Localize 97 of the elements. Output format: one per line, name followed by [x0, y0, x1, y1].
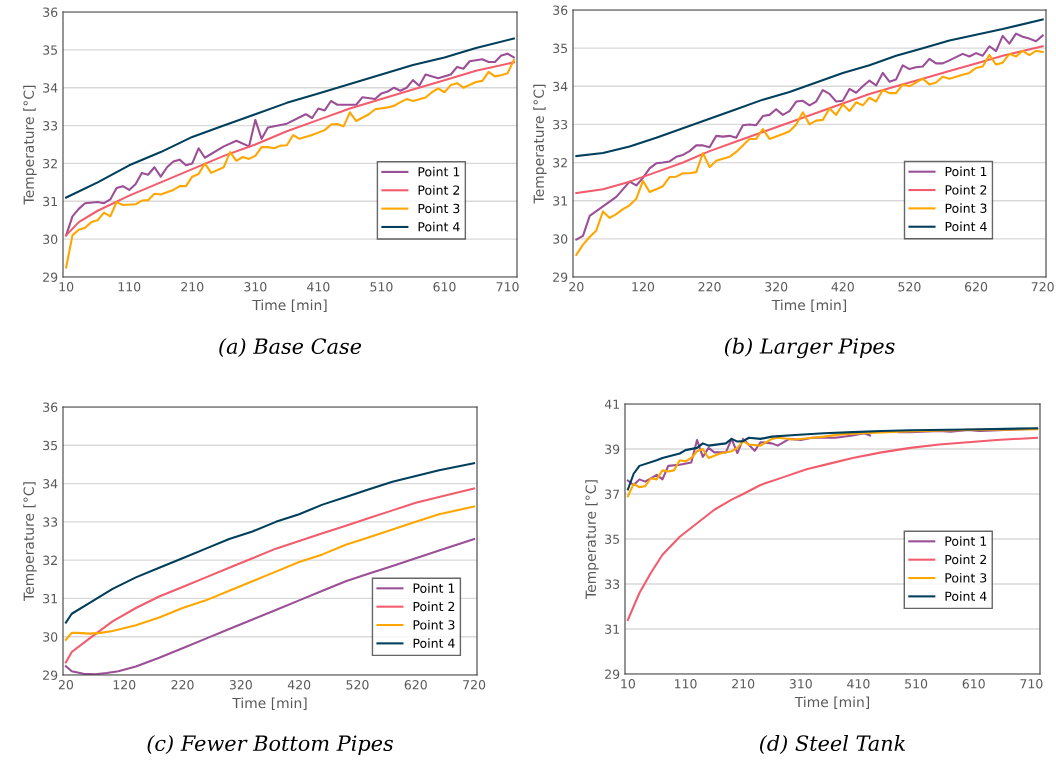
- legend-label: Point 3: [945, 203, 987, 213]
- legend-label: Point 4: [945, 221, 987, 232]
- y-tick-label: 30: [43, 632, 58, 642]
- text: (b) Larger Pipes: [724, 337, 895, 359]
- y-tick-label: 36: [553, 5, 568, 15]
- line-series: [65, 59, 515, 269]
- legend-label: Point 1: [945, 536, 987, 546]
- line-series: [575, 45, 1044, 195]
- line-series: [64, 487, 476, 664]
- legend-label: Point 1: [418, 166, 460, 177]
- y-tick-label: 30: [43, 234, 58, 245]
- x-tick-label: 510: [370, 282, 393, 292]
- x-tick-label: 520: [898, 282, 921, 292]
- y-tick-label: 31: [43, 593, 57, 604]
- y-tick-label: 33: [605, 579, 620, 589]
- y-tick-label: 31: [43, 196, 57, 207]
- y-tick-label: 35: [553, 43, 568, 54]
- x-tick-label: 610: [962, 679, 985, 689]
- y-tick-label: 35: [605, 534, 620, 544]
- x-tick-label: 710: [496, 282, 519, 292]
- legend-label: Point 2: [945, 184, 987, 195]
- legend-label: Point 3: [418, 203, 460, 214]
- x-tick-label: 210: [181, 282, 204, 292]
- y-tick-label: 35: [43, 440, 58, 451]
- y-tick-label: 29: [553, 272, 568, 282]
- x-tick-label: 310: [244, 282, 267, 292]
- x-tick-label: 410: [307, 282, 330, 292]
- y-tick-label: 29: [43, 272, 58, 282]
- x-tick-label: 210: [732, 679, 755, 689]
- x-tick-label: 620: [404, 680, 427, 690]
- y-tick-label: 29: [43, 670, 58, 680]
- line-series: [575, 18, 1044, 158]
- y-axis-title: Temperature [°C]: [23, 85, 37, 205]
- legend-label: Point 1: [945, 166, 987, 177]
- y-tick-label: 32: [43, 555, 57, 566]
- y-tick-label: 37: [605, 489, 620, 499]
- x-tick-label: 420: [831, 282, 854, 292]
- y-tick-label: 32: [43, 158, 57, 169]
- x-axis-title: Time [min]: [771, 299, 847, 312]
- x-tick-label: 620: [964, 282, 988, 292]
- text: (a) Base Case: [219, 337, 362, 357]
- x-axis-title: Time [min]: [794, 696, 870, 709]
- y-tick-label: 41: [604, 399, 619, 409]
- line-series: [65, 37, 515, 199]
- x-tick-label: 320: [765, 282, 788, 292]
- legend-label: Point 3: [413, 619, 455, 630]
- y-tick-label: 35: [43, 45, 58, 55]
- legend-label: Point 1: [413, 583, 455, 593]
- y-tick-label: 34: [43, 83, 58, 93]
- x-tick-label: 720: [463, 680, 486, 690]
- y-tick-label: 33: [43, 121, 58, 131]
- y-tick-label: 30: [553, 234, 568, 244]
- y-tick-label: 31: [605, 624, 619, 634]
- x-tick-label: 20: [58, 680, 74, 690]
- y-tick-label: 39: [605, 444, 620, 454]
- legend-label: Point 2: [413, 601, 455, 612]
- x-tick-label: 310: [789, 679, 812, 689]
- legend-label: Point 2: [945, 554, 986, 565]
- x-tick-label: 720: [1031, 282, 1054, 292]
- text: (c) Fewer Bottom Pipes: [147, 734, 394, 756]
- y-tick-label: 33: [43, 517, 58, 527]
- x-tick-label: 220: [698, 282, 721, 292]
- x-tick-label: 110: [118, 282, 141, 292]
- x-axis-title: Time [min]: [232, 697, 307, 710]
- y-axis-title: Temperature [°C]: [23, 482, 37, 601]
- x-tick-label: 10: [621, 679, 635, 689]
- x-tick-label: 420: [287, 680, 311, 690]
- legend-label: Point 4: [413, 638, 455, 648]
- x-tick-label: 710: [1020, 679, 1043, 689]
- x-tick-label: 320: [229, 680, 252, 690]
- x-tick-label: 110: [674, 679, 697, 689]
- x-tick-label: 20: [569, 282, 584, 292]
- legend-label: Point 4: [418, 221, 460, 232]
- y-tick-label: 34: [553, 81, 568, 92]
- x-tick-label: 10: [59, 282, 74, 292]
- y-tick-label: 36: [43, 7, 58, 17]
- y-axis-title: Temperature [°C]: [585, 480, 599, 599]
- y-tick-label: 34: [43, 479, 58, 489]
- x-tick-label: 120: [632, 282, 655, 292]
- legend-label: Point 4: [945, 591, 987, 601]
- legend-label: Point 2: [418, 185, 460, 195]
- y-tick-label: 31: [553, 196, 567, 206]
- line-series: [626, 436, 1039, 622]
- y-tick-label: 32: [553, 158, 567, 168]
- y-tick-label: 36: [43, 402, 58, 412]
- x-tick-label: 510: [905, 679, 928, 689]
- x-tick-label: 520: [346, 680, 369, 690]
- y-axis-title: Temperature [°C]: [533, 84, 547, 204]
- x-tick-label: 410: [847, 679, 870, 689]
- text: (d) Steel Tank: [760, 734, 906, 754]
- x-tick-label: 220: [171, 680, 194, 690]
- x-tick-label: 610: [433, 282, 456, 292]
- x-axis-title: Time [min]: [252, 299, 327, 312]
- x-tick-label: 120: [113, 680, 136, 690]
- legend-label: Point 3: [945, 572, 987, 583]
- y-tick-label: 29: [605, 669, 620, 679]
- y-tick-label: 33: [553, 119, 568, 130]
